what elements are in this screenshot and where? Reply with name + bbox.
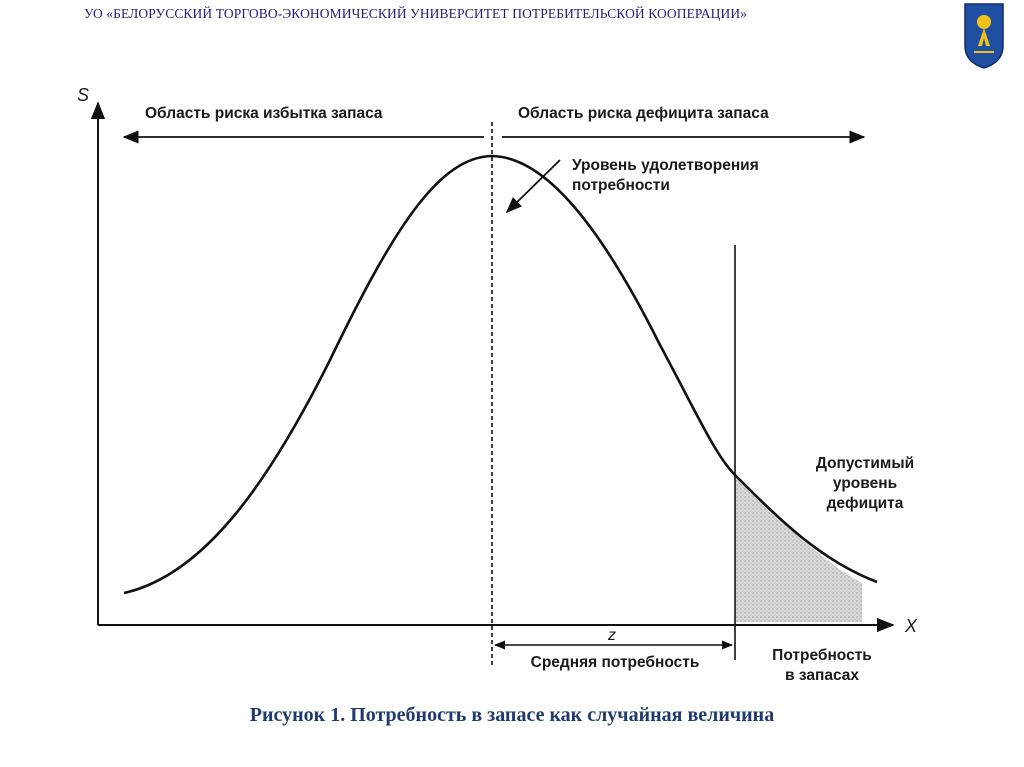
deficit-shaded-area bbox=[735, 475, 862, 622]
satisfaction-label-line1: Уровень удолетворения bbox=[572, 157, 759, 174]
satisfaction-arrow bbox=[505, 159, 561, 214]
deficit-risk-label: Область риска дефицита запаса bbox=[518, 105, 769, 122]
stock-demand-diagram: S X Область риска избытка запаса Область… bbox=[77, 85, 918, 684]
deficit-label-line1: Допустимый bbox=[816, 455, 914, 472]
deficit-label-line2: уровень bbox=[833, 475, 897, 492]
x-axis-label: X bbox=[904, 616, 918, 636]
stock-demand-label-line1: Потребность bbox=[772, 647, 872, 664]
satisfaction-label-line2: потребности bbox=[572, 177, 670, 194]
university-emblem-icon bbox=[964, 3, 1004, 69]
mean-demand-label: Средняя потребность bbox=[531, 654, 700, 671]
y-axis-label: S bbox=[77, 85, 89, 105]
z-label: z bbox=[607, 627, 616, 644]
stock-demand-label-line2: в запасах bbox=[785, 667, 859, 684]
deficit-label-line3: дефицита bbox=[827, 495, 904, 512]
university-header: УО «БЕЛОРУССКИЙ ТОРГОВО-ЭКОНОМИЧЕСКИЙ УН… bbox=[84, 6, 748, 21]
excess-risk-label: Область риска избытка запаса bbox=[145, 105, 383, 122]
demand-distribution-curve bbox=[123, 154, 878, 595]
figure-caption: Рисунок 1. Потребность в запасе как случ… bbox=[249, 704, 775, 726]
